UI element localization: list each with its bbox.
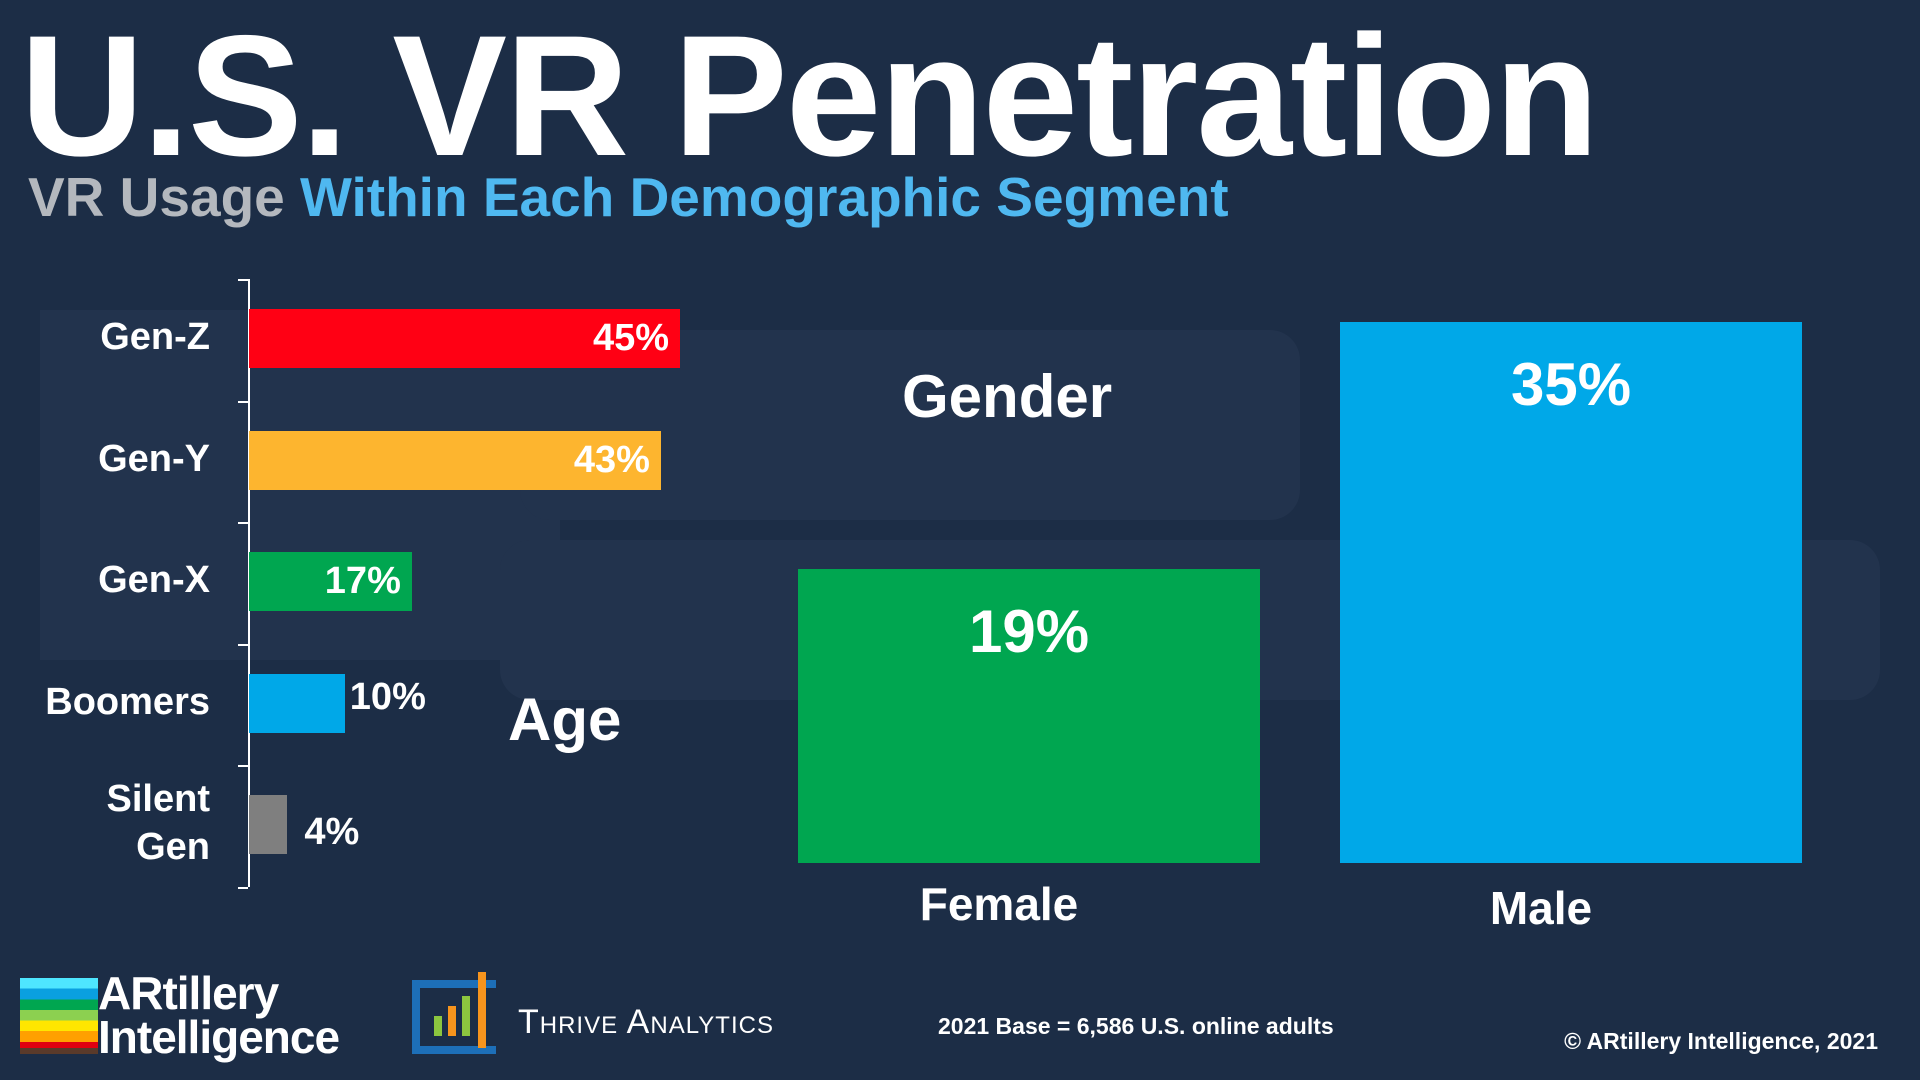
gender-chart-label: Gender — [902, 363, 1113, 430]
age-bar — [249, 673, 345, 733]
age-axis-tick — [238, 279, 248, 281]
age-bar — [249, 552, 412, 612]
age-category-label: Silent Gen — [106, 778, 210, 868]
gender-data-label: 19% — [968, 598, 1090, 666]
age-axis-tick — [238, 522, 248, 525]
page-title: U.S. VR Penetration — [20, 0, 1599, 192]
artillery-logo-icon — [20, 978, 98, 1054]
age-data-label: 45% — [593, 317, 670, 359]
gender-bar — [1340, 321, 1802, 863]
copyright: © ARtillery Intelligence, 2021 — [1564, 1028, 1878, 1054]
age-chart-label: Age — [508, 686, 622, 753]
age-data-label: 43% — [573, 438, 650, 481]
gender-data-label: 35% — [1510, 350, 1632, 418]
subtitle-part2: Within Each Demographic Segment — [300, 166, 1229, 228]
subtitle-part1: VR Usage — [28, 166, 285, 228]
subtitle: VR Usage Within Each Demographic Segment — [28, 165, 1229, 229]
age-data-label: 10% — [349, 675, 426, 718]
age-bar — [249, 309, 681, 368]
thrive-logo-text: Thrive Analytics — [518, 1003, 774, 1041]
thrive-logo-icon — [412, 972, 496, 1054]
artillery-logo-text: ARtillery Intelligence — [98, 967, 340, 1063]
gender-bar — [798, 569, 1260, 863]
gender-category-label: Female — [919, 878, 1079, 930]
base-note: 2021 Base = 6,586 U.S. online adults — [938, 1013, 1334, 1039]
age-axis-tick — [238, 887, 248, 889]
age-category-label: Gen-X — [98, 559, 210, 602]
gender-category-label: Male — [1489, 882, 1593, 934]
age-data-label: 4% — [304, 811, 360, 854]
age-category-label: Boomers — [45, 680, 210, 723]
age-bar — [249, 430, 661, 490]
age-category-label: Gen-Z — [100, 316, 210, 358]
age-axis-tick — [238, 400, 248, 403]
age-bar — [249, 795, 288, 855]
age-axis-tick — [238, 643, 248, 646]
age-axis-tick — [238, 765, 248, 768]
age-data-label: 17% — [324, 560, 401, 603]
age-category-label: Gen-Y — [98, 437, 210, 480]
